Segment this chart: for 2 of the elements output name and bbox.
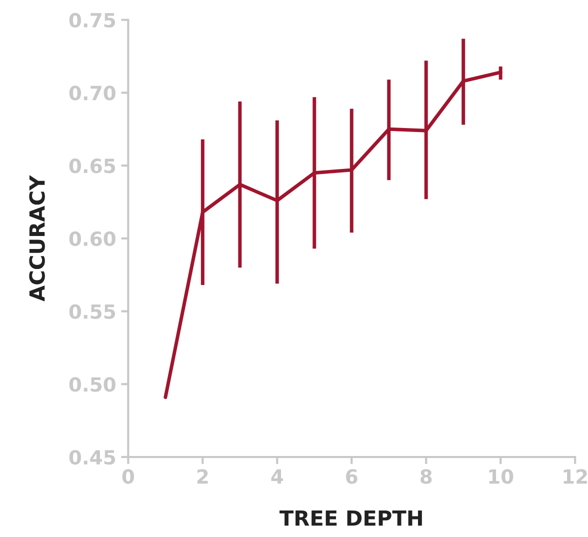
x-axis-title: TREE DEPTH — [280, 510, 422, 526]
y-axis-title: ACCURACY — [29, 175, 45, 302]
